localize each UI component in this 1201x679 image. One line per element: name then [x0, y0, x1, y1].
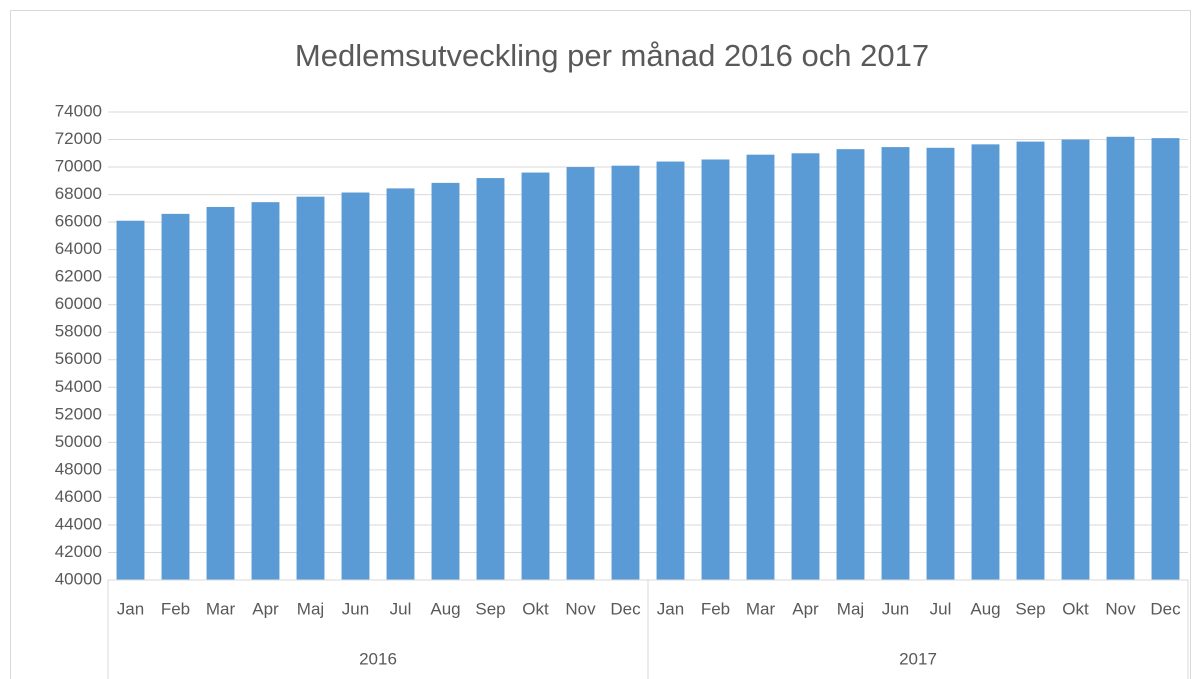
y-tick-label: 66000	[55, 212, 102, 231]
y-tick-label: 54000	[55, 377, 102, 396]
x-tick-label: Maj	[297, 599, 324, 618]
y-tick-label: 50000	[55, 432, 102, 451]
bar	[881, 147, 910, 580]
y-tick-label: 60000	[55, 294, 102, 313]
y-tick-label: 56000	[55, 349, 102, 368]
bar	[521, 172, 550, 581]
x-tick-label: Okt	[1062, 599, 1089, 618]
bar	[971, 144, 1000, 581]
bar	[1106, 136, 1135, 580]
bar	[206, 206, 235, 580]
x-tick-label: Mar	[746, 599, 776, 618]
y-tick-label: 48000	[55, 459, 102, 478]
x-tick-label: Dec	[610, 599, 641, 618]
y-tick-label: 70000	[55, 157, 102, 176]
x-tick-label: Jul	[930, 599, 952, 618]
y-tick-label: 64000	[55, 239, 102, 258]
bar	[386, 188, 415, 581]
x-tick-label: Jun	[342, 599, 369, 618]
y-tick-label: 72000	[55, 129, 102, 148]
bar	[476, 178, 505, 580]
y-tick-label: 58000	[55, 322, 102, 341]
x-tick-label: Jan	[657, 599, 684, 618]
x-tick-label: Apr	[792, 599, 819, 618]
bar	[656, 161, 685, 580]
y-tick-label: 40000	[55, 569, 102, 588]
bar	[1016, 141, 1045, 580]
chart-title: Medlemsutveckling per månad 2016 och 201…	[295, 38, 929, 73]
x-tick-label: Apr	[252, 599, 279, 618]
x-tick-label: Okt	[522, 599, 549, 618]
bar	[701, 159, 730, 581]
x-tick-label: Nov	[1105, 599, 1136, 618]
x-tick-label: Jul	[390, 599, 412, 618]
y-tick-label: 68000	[55, 184, 102, 203]
group-label: 2016	[359, 649, 397, 668]
bar	[836, 149, 865, 580]
bar	[296, 196, 325, 580]
bar	[566, 167, 595, 580]
bar	[341, 192, 370, 580]
bar	[431, 182, 460, 580]
x-tick-label: Maj	[837, 599, 864, 618]
y-tick-label: 62000	[55, 267, 102, 286]
y-tick-label: 46000	[55, 487, 102, 506]
group-label: 2017	[899, 649, 937, 668]
y-tick-label: 42000	[55, 542, 102, 561]
bar	[1151, 138, 1180, 580]
x-tick-label: Sep	[1015, 599, 1045, 618]
y-tick-label: 52000	[55, 404, 102, 423]
y-tick-label: 74000	[55, 101, 102, 120]
bar	[611, 165, 640, 580]
x-tick-label: Aug	[430, 599, 460, 618]
x-tick-label: Feb	[701, 599, 730, 618]
x-tick-label: Aug	[970, 599, 1000, 618]
x-tick-label: Jan	[117, 599, 144, 618]
x-tick-label: Nov	[565, 599, 596, 618]
x-tick-label: Dec	[1150, 599, 1181, 618]
bar	[746, 154, 775, 580]
bar	[1061, 139, 1090, 580]
bar	[161, 213, 190, 580]
bar	[251, 202, 280, 581]
bar	[116, 220, 145, 580]
y-tick-label: 44000	[55, 514, 102, 533]
x-tick-label: Mar	[206, 599, 236, 618]
x-tick-label: Feb	[161, 599, 190, 618]
bar	[791, 153, 820, 580]
x-tick-label: Sep	[475, 599, 505, 618]
x-tick-label: Jun	[882, 599, 909, 618]
bar	[926, 147, 955, 580]
